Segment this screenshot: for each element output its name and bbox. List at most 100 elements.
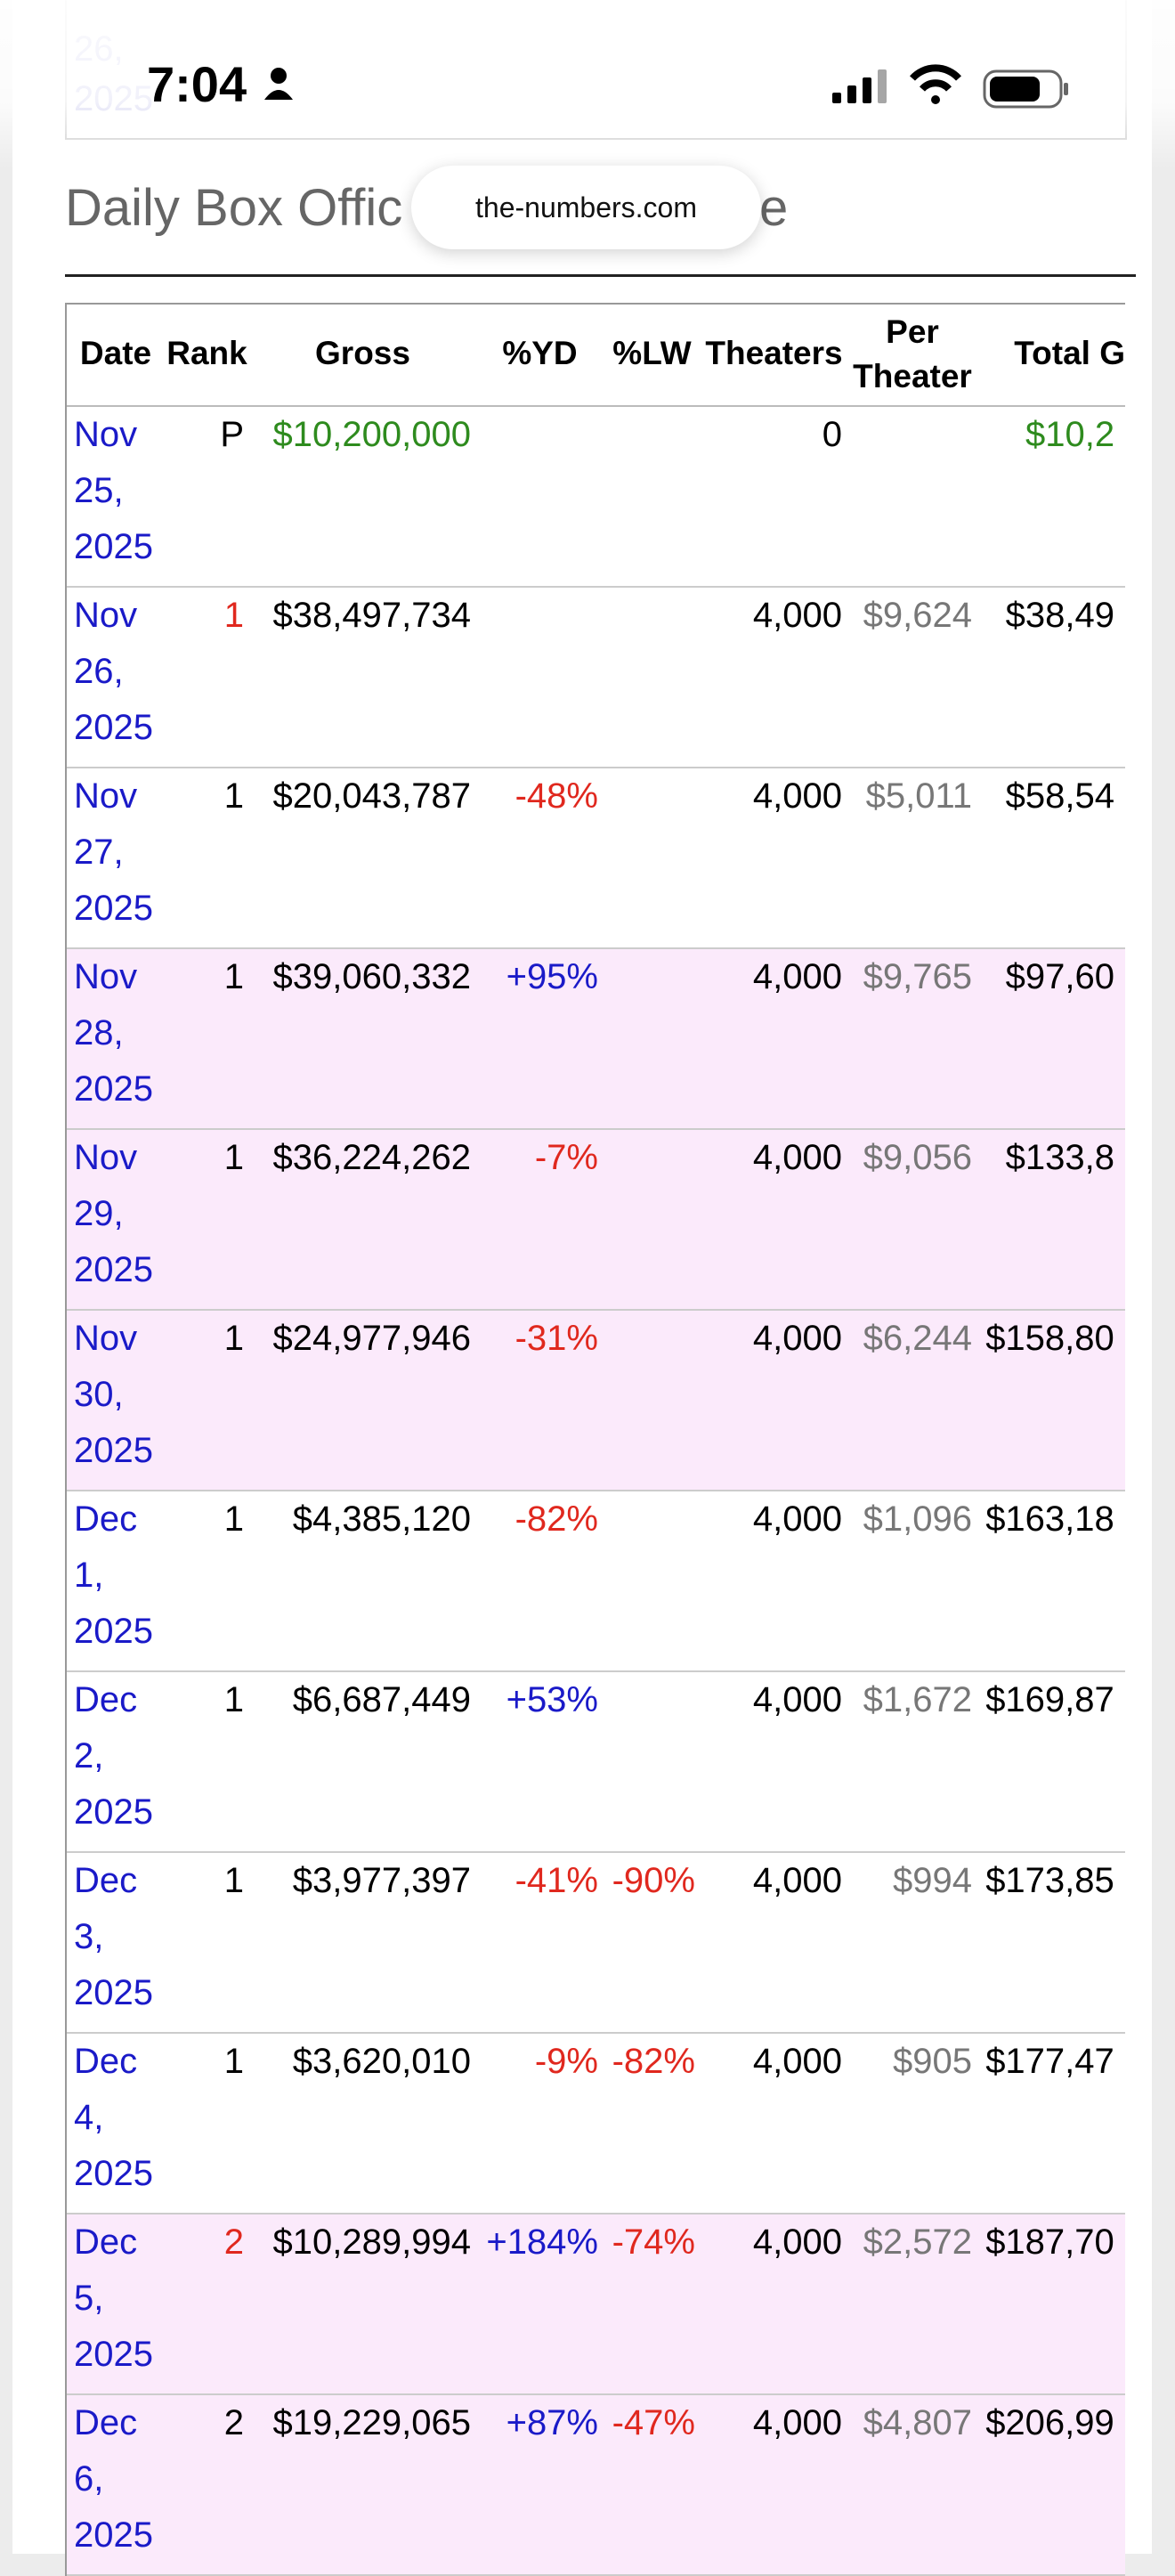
cell: 1	[223, 1319, 244, 1358]
cell: 4,000	[752, 1138, 842, 1177]
cell: $905	[893, 2042, 972, 2081]
table-row: Nov 27, 2025 1 $20,043,787 -48% 4,000 $5,011 $58…	[67, 768, 1125, 949]
table-row: Dec 6, 2025 2 $19,229,065 +87% -47% 4,000 $4,807…	[67, 2395, 1125, 2576]
table-row: Dec 2, 2025 1 $6,687,449 +53% 4,000 $1,672 $169,…	[67, 1672, 1125, 1853]
cell: $206,99	[985, 2403, 1114, 2442]
cell: 2	[223, 2223, 244, 2262]
top-fade	[0, 0, 1175, 169]
date-line: 3,	[74, 1917, 104, 1956]
header-cell: Theaters	[705, 335, 843, 371]
date-line: Nov	[74, 957, 138, 996]
cell: $3,620,010	[292, 2042, 471, 2081]
cell: -90%	[612, 1861, 695, 1900]
cell: Nov 27, 2025	[74, 768, 159, 937]
cell: 4,000	[752, 2403, 842, 2442]
status-time: 7:04	[147, 56, 247, 112]
header-cell: Gross	[315, 335, 410, 371]
cell: $177,47	[985, 2042, 1114, 2081]
cell: $994	[893, 1861, 972, 1900]
cell: +184%	[486, 2223, 598, 2262]
cell: $6,244	[863, 1319, 972, 1358]
cell: 1	[223, 2042, 244, 2081]
cell: P	[220, 415, 244, 454]
date-line: 6,	[74, 2459, 104, 2499]
heading-left: Daily Box Offic	[65, 179, 403, 237]
date-line: Dec	[74, 1861, 138, 1900]
cell: -74%	[612, 2223, 695, 2262]
box-office-table: Date Rank Gross %YD %LW Theaters Per Theater Tot…	[65, 303, 1125, 2576]
table-row: Nov 25, 2025 P $10,200,000 0 $10,2	[67, 407, 1125, 588]
cell: $4,807	[863, 2403, 972, 2442]
date-line: 2025	[74, 2515, 153, 2555]
cell: $9,765	[863, 957, 972, 996]
cell: 4,000	[752, 776, 842, 816]
cell: Nov 28, 2025	[74, 949, 159, 1117]
cell: $2,572	[863, 2223, 972, 2262]
header-cell: Total G	[1014, 335, 1125, 371]
date-line: Dec	[74, 2403, 138, 2442]
cell: Nov 25, 2025	[74, 407, 159, 575]
table-row: Nov 30, 2025 1 $24,977,946 -31% 4,000 $6,244 $15…	[67, 1311, 1125, 1491]
header-cell: Rank	[166, 335, 247, 371]
header-cell: Date	[79, 335, 152, 371]
cell: Dec 4, 2025	[74, 2034, 159, 2202]
cell: $4,385,120	[292, 1499, 471, 1539]
cell: $9,056	[863, 1138, 972, 1177]
cell: -9%	[534, 2042, 598, 2081]
date-line: 27,	[74, 833, 124, 872]
cell: $9,624	[863, 596, 972, 635]
date-line: 2025	[74, 527, 153, 566]
url: the-numbers.com	[475, 191, 697, 223]
table-row: Dec 3, 2025 1 $3,977,397 -41% -90% 4,000 $994 $17…	[67, 1853, 1125, 2034]
date-line: 26,	[74, 652, 124, 691]
cell: $10,200,000	[272, 415, 471, 454]
heading-right: e	[759, 179, 789, 237]
cell: 4,000	[752, 2042, 842, 2081]
date-line: Nov	[74, 1319, 138, 1358]
date-line: 1,	[74, 1556, 104, 1595]
date-line: 29,	[74, 1194, 124, 1233]
heading-rule	[65, 274, 1136, 277]
cell: 4,000	[752, 1680, 842, 1719]
date-line: 2025	[74, 1973, 153, 2012]
cell: 1	[223, 957, 244, 996]
date-line: 2025	[74, 1431, 153, 1470]
date-line: 2,	[74, 1736, 104, 1776]
table-row: Nov 28, 2025 1 $39,060,332 +95% 4,000 $9,765 $97…	[67, 949, 1125, 1130]
date-line: 2025	[74, 889, 153, 928]
date-line: 2025	[74, 2154, 153, 2193]
cell: +87%	[506, 2403, 598, 2442]
cell: -31%	[515, 1319, 598, 1358]
header-cell: Per Theater	[847, 310, 977, 399]
cell: $39,060,332	[272, 957, 471, 996]
table-row: Dec 1, 2025 1 $4,385,120 -82% 4,000 $1,096 $163,…	[67, 1491, 1125, 1672]
cell: +53%	[506, 1680, 598, 1719]
date-line: 2025	[74, 708, 153, 747]
cell: 1	[223, 1861, 244, 1900]
cell: $10,2	[1025, 415, 1115, 454]
cell: 2	[223, 2403, 244, 2442]
cell: $1,672	[863, 1680, 972, 1719]
cell: -82%	[612, 2042, 695, 2081]
date-line: 2025	[74, 1069, 153, 1109]
cell: $10,289,994	[272, 2223, 471, 2262]
cell: 1	[223, 1138, 244, 1177]
cell: -48%	[515, 776, 598, 816]
cell: 4,000	[752, 2223, 842, 2262]
cell: 4,000	[752, 957, 842, 996]
date-line: 25,	[74, 471, 124, 510]
date-line: 28,	[74, 1013, 124, 1052]
cell: Dec 2, 2025	[74, 1672, 159, 1841]
date-line: Nov	[74, 776, 138, 816]
cell: 1	[223, 776, 244, 816]
table-row: Dec 5, 2025 2 $10,289,994 +184% -74% 4,000 $2,57…	[67, 2214, 1125, 2395]
date-line: Nov	[74, 596, 138, 635]
url-pill[interactable]: the-numbers.com	[411, 166, 761, 249]
cell: $20,043,787	[272, 776, 471, 816]
cell: -47%	[612, 2403, 695, 2442]
date-line: Dec	[74, 2042, 138, 2081]
cell: Dec 6, 2025	[74, 2395, 159, 2564]
cell: $6,687,449	[292, 1680, 471, 1719]
date-line: Dec	[74, 1680, 138, 1719]
cell: $158,80	[985, 1319, 1114, 1358]
